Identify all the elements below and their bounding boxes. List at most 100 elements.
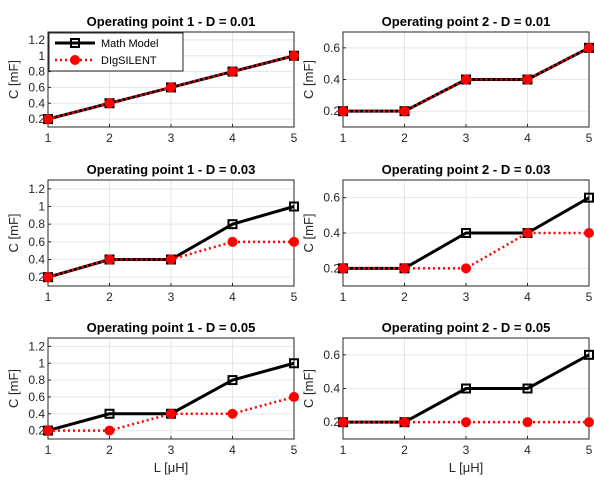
chart-panel-4: 1 2 3 4 5 0.2 0.4 0.6 Operating point 2 - D = 0.… (301, 162, 594, 304)
y-tick-label: 1.2 (28, 182, 45, 196)
x-tick-label: 2 (106, 290, 113, 304)
y-tick-label: 0.6 (28, 80, 45, 94)
y-tick-label: 0.2 (323, 415, 340, 429)
digsilent-point (461, 263, 471, 274)
y-tick-label: 1.2 (28, 33, 45, 47)
chart-panel-6: 1 2 3 4 5 0.2 0.4 0.6 Operating point 2 - D = 0.… (301, 320, 594, 475)
digsilent-point (584, 228, 594, 238)
x-tick-label: 3 (168, 443, 175, 457)
y-tick-label: 0.8 (28, 65, 45, 79)
digsilent-point (289, 50, 299, 61)
math-model-point (461, 228, 471, 238)
digsilent-point (461, 417, 471, 428)
legend: Math Model DIgSILENT (48, 32, 184, 72)
x-tick-label: 5 (586, 131, 593, 145)
chart-panel-2: 1 2 3 4 5 0.2 0.4 0.6 Operating point 2 - D = 0.… (301, 14, 594, 145)
y-tick-label: 0.4 (28, 96, 45, 110)
y-tick-label: 1 (38, 356, 45, 370)
math-model-point (522, 383, 533, 394)
math-model-point (584, 192, 594, 203)
chart-title: Operating point 1 - D = 0.01 (87, 14, 256, 29)
x-tick-label: 1 (45, 131, 52, 145)
chart-panel-5: 1 2 3 4 5 0.2 0.4 0.6 0.8 1 1.2 Operating point 1 -… (6, 320, 299, 475)
y-axis-label: C [mF] (301, 369, 316, 408)
y-tick-label: 0.6 (28, 235, 45, 249)
math-model-point (584, 349, 594, 360)
y-tick-label: 0.2 (323, 104, 340, 118)
chart-panel-1: 1 2 3 4 5 0.2 0.4 0.60.8 1 1.2 Operating point 1 -… (6, 14, 299, 145)
x-tick-label: 5 (291, 290, 298, 304)
x-tick-label: 3 (463, 131, 470, 145)
legend-marker (70, 55, 80, 65)
x-tick-label: 3 (463, 290, 470, 304)
legend-label: Math Model (101, 38, 158, 50)
digsilent-point (522, 228, 533, 238)
x-tick-label: 3 (168, 290, 175, 304)
chart-title: Operating point 2 - D = 0.01 (382, 14, 551, 29)
digsilent-point (338, 106, 348, 117)
digsilent-point (43, 272, 53, 283)
x-tick-label: 1 (340, 290, 347, 304)
x-tick-label: 2 (106, 131, 113, 145)
x-tick-label: 2 (106, 443, 113, 457)
digsilent-point (166, 408, 176, 419)
digsilent-point (227, 236, 238, 247)
y-tick-label: 0.2 (28, 112, 45, 126)
chart-title: Operating point 1 - D = 0.03 (87, 162, 256, 177)
math-model-point (227, 375, 238, 386)
x-tick-label: 4 (229, 131, 236, 145)
y-axis-label: C [mF] (6, 60, 21, 99)
x-axis-label: L [μH] (154, 460, 188, 475)
y-tick-label: 0.8 (28, 217, 45, 231)
y-tick-label: 0.2 (28, 424, 45, 438)
x-tick-label: 5 (291, 131, 298, 145)
x-tick-label: 3 (463, 443, 470, 457)
digsilent-point (289, 236, 299, 247)
x-tick-label: 1 (45, 443, 52, 457)
digsilent-point (43, 425, 53, 436)
x-tick-label: 4 (524, 131, 531, 145)
y-tick-label: 0.4 (28, 407, 45, 421)
digsilent-point (399, 417, 410, 428)
y-tick-label: 0.2 (28, 270, 45, 284)
y-tick-label: 0.8 (28, 373, 45, 387)
x-tick-label: 1 (340, 443, 347, 457)
x-tick-label: 4 (524, 443, 531, 457)
math-model-point (289, 201, 299, 212)
y-tick-label: 0.4 (323, 382, 340, 396)
digsilent-point (166, 82, 176, 93)
digsilent-point (399, 263, 410, 274)
x-axis-label: L [μH] (449, 460, 483, 475)
y-tick-label: 0.2 (323, 261, 340, 275)
digsilent-point (584, 42, 594, 53)
series-line-digsilent (47, 54, 295, 121)
legend-label: DIgSILENT (101, 55, 157, 67)
digsilent-point (399, 106, 410, 117)
x-tick-label: 2 (401, 131, 408, 145)
x-tick-label: 5 (586, 443, 593, 457)
y-tick-label: 0.6 (323, 348, 340, 362)
y-tick-label: 0.6 (323, 191, 340, 205)
y-tick-label: 0.6 (323, 41, 340, 55)
digsilent-point (338, 417, 348, 428)
math-model-point (227, 219, 238, 230)
x-tick-label: 1 (340, 131, 347, 145)
y-tick-label: 1 (38, 49, 45, 63)
x-tick-label: 5 (586, 290, 593, 304)
series-line-digsilent (343, 231, 589, 270)
y-tick-label: 0.6 (28, 390, 45, 404)
y-axis-label: C [mF] (301, 60, 316, 99)
y-axis-label: C [mF] (6, 214, 21, 253)
digsilent-point (522, 417, 533, 428)
y-axis-label: C [mF] (6, 369, 21, 408)
x-tick-label: 4 (229, 443, 236, 457)
digsilent-point (43, 114, 53, 125)
y-tick-label: 1 (38, 200, 45, 214)
y-tick-label: 1.2 (28, 339, 45, 353)
x-tick-label: 1 (45, 290, 52, 304)
chart-title: Operating point 1 - D = 0.05 (87, 320, 256, 335)
y-tick-label: 0.4 (323, 226, 340, 240)
digsilent-point (104, 425, 115, 436)
digsilent-point (289, 391, 299, 402)
x-tick-label: 4 (229, 290, 236, 304)
